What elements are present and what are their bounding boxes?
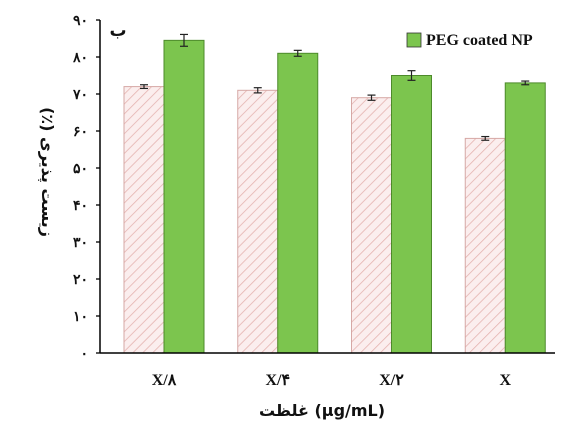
y-ticks-group: ۰ ۱۰ ۲۰ ۳۰ ۴۰ ۵۰ ۶۰ ۷۰ ۸۰ ۹۰ bbox=[72, 13, 100, 362]
y-tick-label: ۳۰ bbox=[73, 235, 88, 251]
bars-group bbox=[123, 39, 546, 354]
panel-label: ب bbox=[109, 21, 126, 41]
bar-series-1-1 bbox=[277, 52, 319, 354]
x-tick-label: X/۸ bbox=[152, 372, 177, 389]
y-axis-title: زیست پذیری (٪) bbox=[37, 107, 57, 237]
bar-series-1-2 bbox=[391, 75, 432, 354]
bar-series-0-1 bbox=[237, 89, 279, 354]
legend-label-peg-coated-np: PEG coated NP bbox=[426, 32, 533, 49]
legend-swatch-peg-coated-np bbox=[406, 32, 422, 48]
y-tick-label: ۰ bbox=[80, 346, 88, 362]
y-tick-label: ۸۰ bbox=[72, 50, 88, 66]
y-tick-label: ۶۰ bbox=[73, 124, 88, 140]
x-ticks-group: X/۸ X/۴ X/۲ X bbox=[152, 372, 512, 389]
bar-series-0-2 bbox=[351, 97, 392, 354]
bar-series-0-0 bbox=[123, 86, 165, 354]
x-tick-label: X bbox=[499, 372, 511, 389]
error-bars-group bbox=[140, 33, 530, 141]
bar-series-0-3 bbox=[464, 137, 506, 354]
bar-series-1-3 bbox=[504, 82, 546, 354]
y-tick-label: ۷۰ bbox=[72, 87, 88, 103]
y-tick-label: ۹۰ bbox=[73, 13, 88, 29]
y-tick-label: ۲۰ bbox=[73, 272, 88, 288]
x-tick-label: X/۲ bbox=[379, 372, 404, 389]
y-tick-label: ۵۰ bbox=[73, 161, 88, 177]
x-tick-label: X/۴ bbox=[265, 372, 290, 389]
y-tick-label: ۱۰ bbox=[73, 309, 88, 325]
x-axis-title: غلظت (μg/mL) bbox=[259, 401, 385, 420]
legend: PEG coated NP bbox=[406, 32, 533, 49]
y-tick-label: ۴۰ bbox=[73, 198, 88, 214]
bar-series-1-0 bbox=[163, 39, 205, 354]
